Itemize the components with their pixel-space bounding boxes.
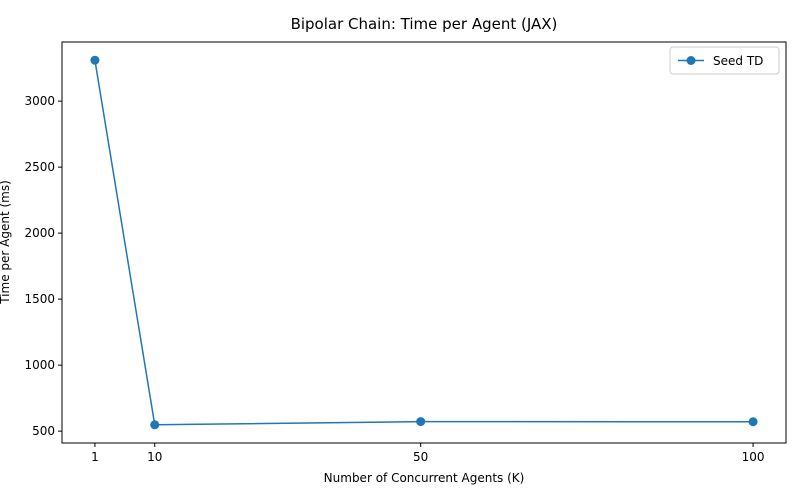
y-tick-label: 500 [32,424,55,438]
chart-title: Bipolar Chain: Time per Agent (JAX) [291,15,558,33]
x-tick-label: 100 [742,450,765,464]
legend-box [669,46,780,75]
legend-label: Seed TD [713,54,763,68]
x-axis: 1 10 50 100 [91,443,765,464]
y-axis: 500 1000 1500 2000 2500 3000 [24,94,62,438]
x-axis-label: Number of Concurrent Agents (K) [324,471,525,485]
y-tick-label: 1000 [24,358,55,372]
y-tick-label: 1500 [24,292,55,306]
series-layer [90,55,758,430]
y-tick-label: 2000 [24,226,55,240]
x-tick-label: 50 [413,450,428,464]
plot-area [61,41,787,444]
series-line [94,60,754,426]
x-tick-label: 1 [91,450,99,464]
y-tick-label: 2500 [24,160,55,174]
y-tick-label: 3000 [24,94,55,108]
y-axis-label: Time per Agent (ms) [0,180,12,305]
x-tick-label: 10 [147,450,162,464]
data-point [416,417,426,427]
legend: Seed TD [669,46,780,75]
legend-marker [686,56,696,65]
data-point [748,417,758,427]
data-point [90,55,100,65]
data-point [150,420,160,430]
